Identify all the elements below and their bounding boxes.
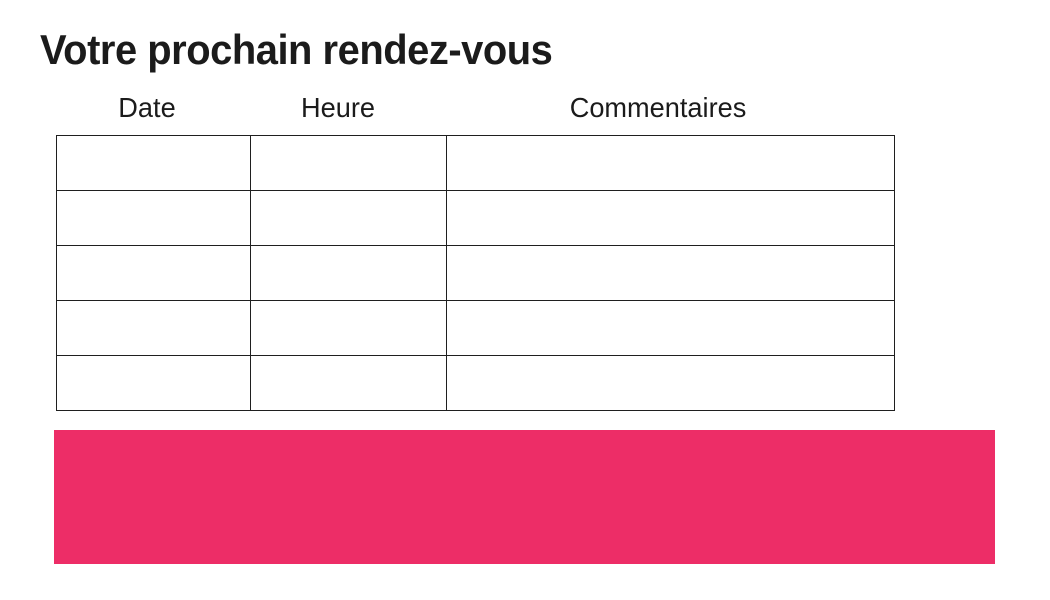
table-cell xyxy=(56,300,251,356)
table-cell xyxy=(56,355,251,411)
table-cell xyxy=(250,355,447,411)
table-row xyxy=(56,245,895,301)
table-cell xyxy=(56,245,251,301)
table-cell xyxy=(56,190,251,246)
table-cell xyxy=(446,300,895,356)
table-cell xyxy=(250,245,447,301)
column-header-date: Date xyxy=(118,92,176,123)
table-cell xyxy=(446,190,895,246)
appointments-table xyxy=(56,135,895,411)
table-cell xyxy=(250,135,447,191)
column-header-heure: Heure xyxy=(301,92,375,123)
table-cell xyxy=(250,190,447,246)
pink-banner xyxy=(54,430,995,564)
table-row xyxy=(56,355,895,411)
table-row xyxy=(56,300,895,356)
table-cell xyxy=(446,245,895,301)
table-cell xyxy=(250,300,447,356)
page-title: Votre prochain rendez-vous xyxy=(40,26,553,73)
table-row xyxy=(56,190,895,246)
appointments-table-body xyxy=(56,135,895,411)
table-cell xyxy=(446,355,895,411)
table-cell xyxy=(446,135,895,191)
column-header-commentaires: Commentaires xyxy=(569,92,747,123)
table-cell xyxy=(56,135,251,191)
table-row xyxy=(56,135,895,191)
